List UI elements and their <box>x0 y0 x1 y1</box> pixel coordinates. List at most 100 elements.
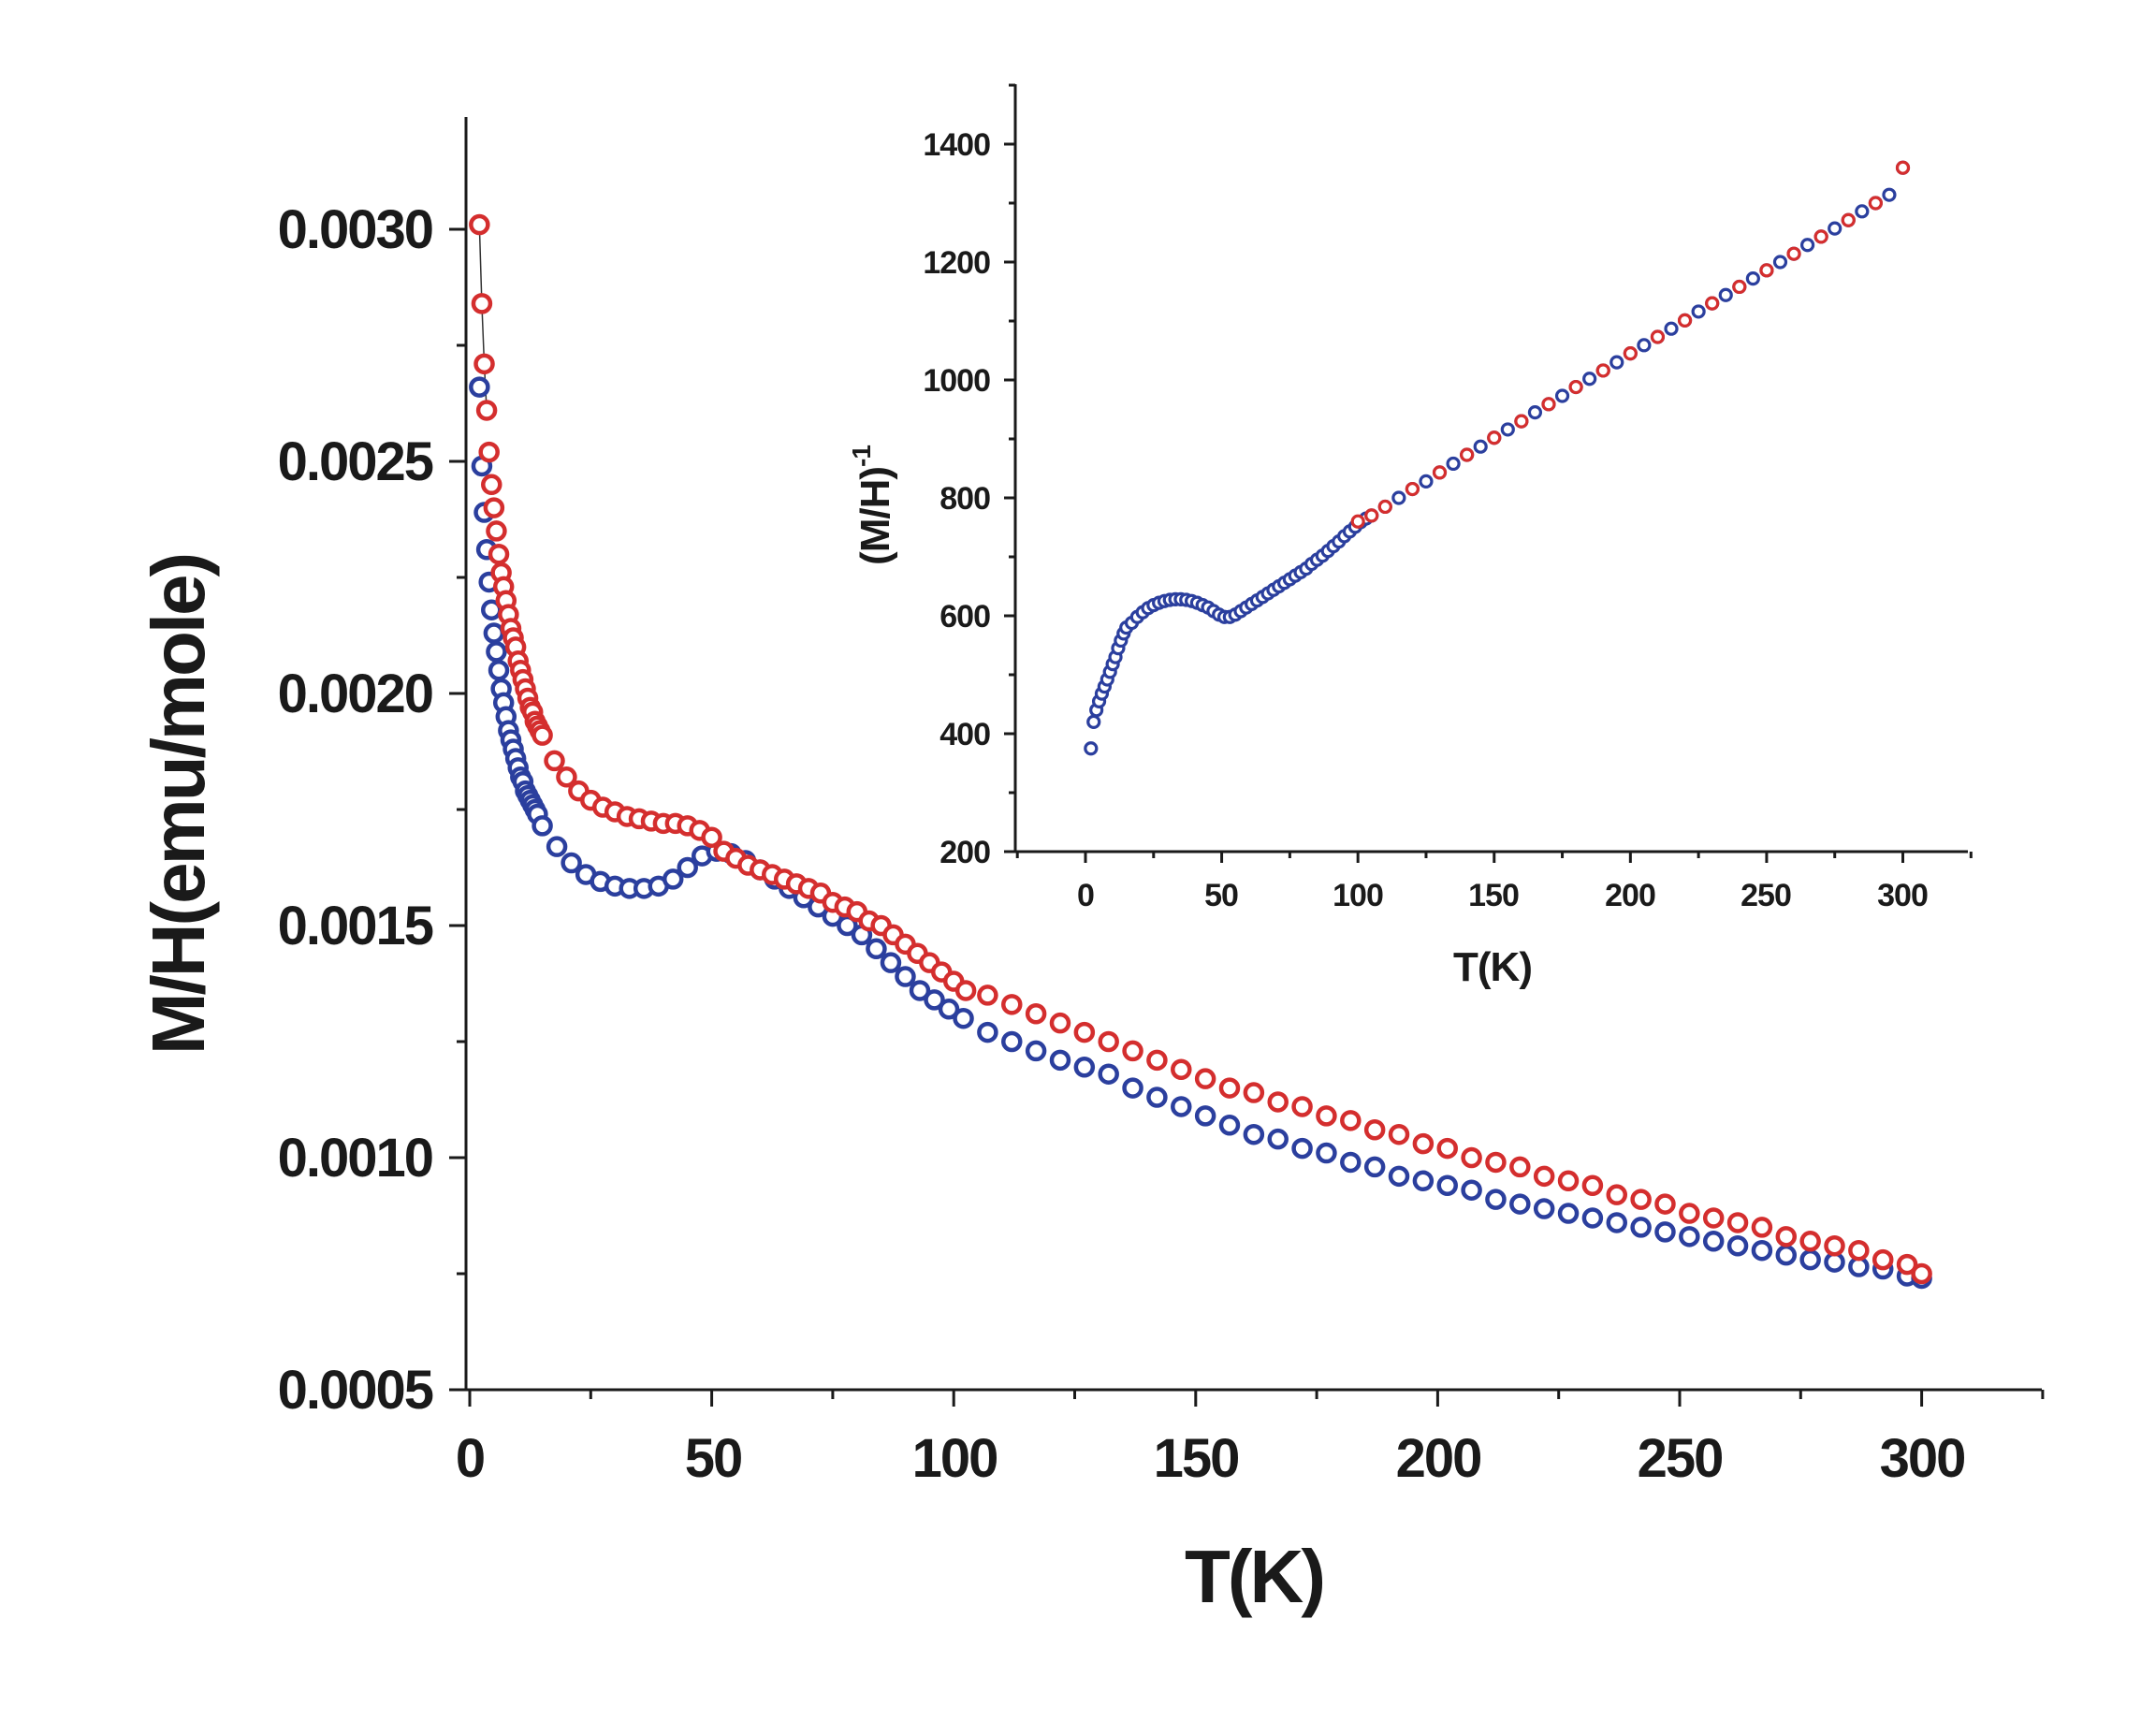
data-point-blue <box>866 938 887 960</box>
inset-y-tick-label: 1400 <box>923 127 990 163</box>
main-x-tick-label: 0 <box>456 1428 484 1489</box>
data-point-red <box>481 474 502 496</box>
data-point-blue <box>1001 1030 1023 1053</box>
data-point-blue <box>880 952 902 973</box>
data-point-red <box>1896 1253 1918 1276</box>
series-blue <box>1084 160 1911 756</box>
data-point-blue <box>1171 1096 1192 1117</box>
data-point-red <box>1732 279 1747 295</box>
data-point-blue <box>1485 1189 1507 1210</box>
main-x-tick-label: 300 <box>1880 1428 1965 1489</box>
data-point-red <box>1630 1189 1652 1210</box>
inset-x-tick-label: 0 <box>1077 878 1094 913</box>
data-point-red <box>1146 1049 1168 1072</box>
data-point-blue <box>1855 204 1870 219</box>
data-point-blue <box>532 815 553 837</box>
main-y-tick-label: 0.0030 <box>278 199 432 260</box>
inset-y-axis-title-sup: -1 <box>847 445 876 467</box>
data-point-blue <box>1419 474 1434 489</box>
data-point-red <box>1049 1012 1071 1034</box>
data-point-red <box>977 985 998 1006</box>
main-y-tick-label: 0.0025 <box>278 431 433 492</box>
data-point-blue <box>1218 1115 1241 1136</box>
data-point-red <box>1824 1234 1845 1257</box>
data-point-blue <box>546 836 568 857</box>
data-point-red <box>532 724 553 746</box>
data-point-blue <box>1751 1239 1773 1262</box>
main-tick-labels: 0.0005 0.0010 0.0015 0.0020 0.0025 0.003… <box>278 199 1967 1489</box>
data-point-blue <box>1049 1049 1071 1072</box>
data-point-blue <box>1799 1248 1821 1271</box>
data-point-red <box>1432 465 1448 480</box>
data-point-blue <box>1194 1105 1216 1127</box>
inset-x-tick-label: 100 <box>1333 878 1383 913</box>
data-point-blue <box>1606 1212 1628 1233</box>
data-point-red <box>1775 1226 1798 1247</box>
data-point-red <box>1340 1110 1362 1131</box>
data-point-red <box>1460 447 1475 462</box>
data-point-red <box>1595 363 1610 378</box>
data-point-blue <box>953 1007 974 1029</box>
data-point-blue <box>1527 405 1543 420</box>
main-x-tick-label: 250 <box>1638 1428 1723 1489</box>
data-point-red <box>1533 1165 1555 1188</box>
data-point-red <box>1581 1174 1604 1197</box>
data-point-red <box>701 826 722 849</box>
data-point-red <box>1568 379 1583 395</box>
series-red <box>1350 160 1911 529</box>
data-point-blue <box>1291 1137 1313 1160</box>
inset-chart: 200 400 600 800 1000 1200 1400 0 50 100 … <box>847 83 1973 990</box>
data-point-blue <box>1473 439 1488 454</box>
data-point-red <box>1363 1118 1386 1141</box>
data-point-red <box>1606 1184 1628 1205</box>
data-point-red <box>1895 160 1911 175</box>
data-point-red <box>1316 1105 1337 1127</box>
data-point-blue <box>1828 221 1842 236</box>
data-point-red <box>1677 313 1693 328</box>
series-red <box>469 213 1932 1285</box>
data-point-red <box>1412 1132 1435 1155</box>
data-point-blue <box>1122 1077 1143 1099</box>
data-point-blue <box>1799 238 1815 253</box>
data-point-red <box>1377 499 1392 515</box>
data-point-red <box>1726 1212 1749 1233</box>
inset-y-tick-label: 200 <box>939 835 990 870</box>
data-point-blue <box>1702 1231 1725 1252</box>
data-point-blue <box>1630 1217 1652 1238</box>
data-point-red <box>1848 1239 1870 1262</box>
inset-ticks <box>1004 83 1973 863</box>
data-point-blue <box>924 989 945 1011</box>
data-point-blue <box>1554 388 1570 403</box>
data-point-blue <box>1664 321 1679 336</box>
main-ticks <box>449 227 2045 1407</box>
data-point-blue <box>469 376 490 398</box>
inset-tick-labels: 200 400 600 800 1000 1200 1400 0 50 100 … <box>923 127 1929 913</box>
data-point-blue <box>1582 372 1597 387</box>
data-point-red <box>1509 1156 1531 1178</box>
data-point-red <box>1436 1137 1458 1160</box>
data-point-blue <box>909 980 931 1001</box>
data-point-red <box>1098 1030 1119 1053</box>
main-x-tick-label: 100 <box>912 1428 998 1489</box>
data-point-red <box>1786 246 1801 261</box>
data-point-red <box>478 441 500 463</box>
data-point-red <box>1025 1002 1047 1025</box>
main-x-tick-label: 200 <box>1396 1428 1481 1489</box>
main-chart: 0.0005 0.0010 0.0015 0.0020 0.0025 0.003… <box>137 117 2045 1618</box>
inset-x-tick-label: 200 <box>1605 878 1655 913</box>
main-x-axis-title: T(K) <box>1185 1535 1323 1618</box>
data-point-red <box>1364 508 1379 523</box>
inset-y-axis-title-main: (M/H) <box>852 467 898 565</box>
data-point-blue <box>1557 1203 1580 1224</box>
inset-y-tick-label: 1000 <box>923 363 990 399</box>
data-point-blue <box>1609 355 1624 370</box>
data-point-blue <box>1086 714 1101 730</box>
data-point-red <box>486 520 507 542</box>
data-point-red <box>1405 481 1420 497</box>
data-point-blue <box>1745 271 1760 286</box>
data-point-red <box>1841 212 1856 227</box>
inset-y-tick-label: 1200 <box>923 245 990 281</box>
data-point-red <box>1218 1077 1241 1099</box>
data-point-blue <box>1691 304 1706 319</box>
inset-y-tick-label: 400 <box>939 717 990 752</box>
